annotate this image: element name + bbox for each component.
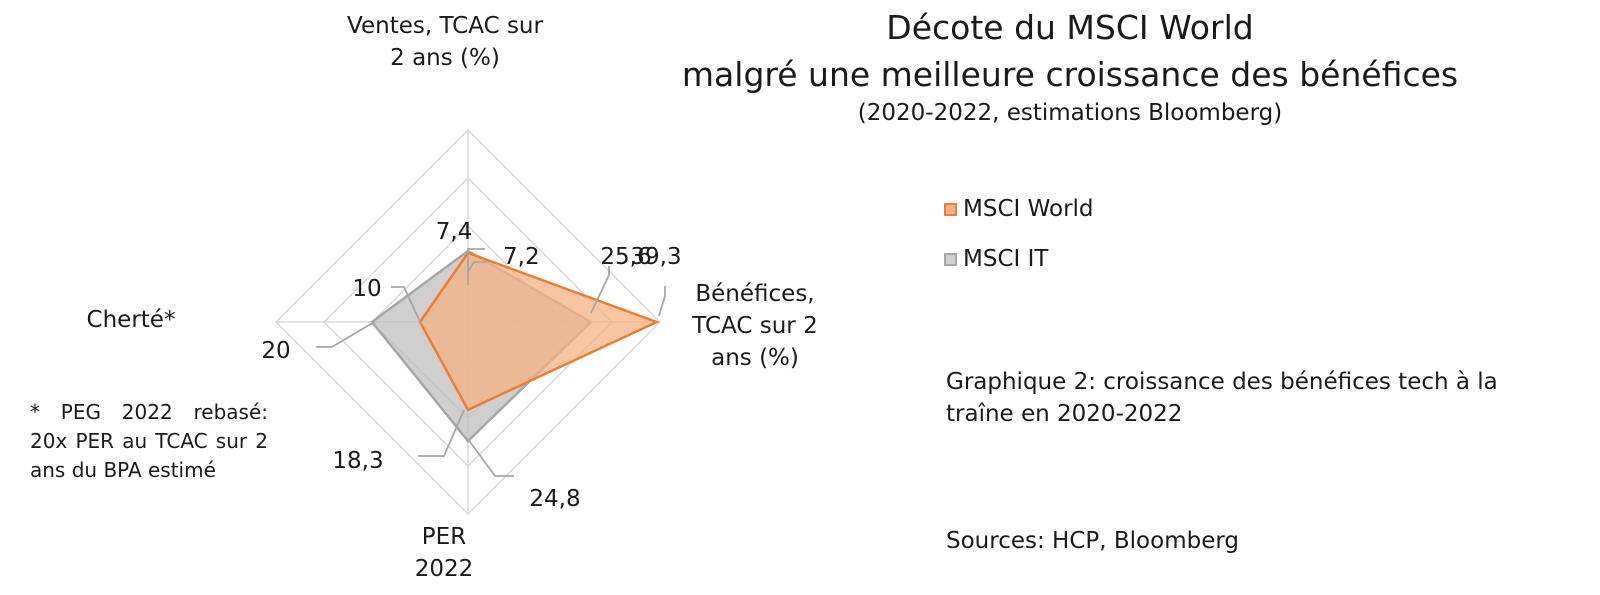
leader-lines: [316, 248, 666, 477]
legend-swatch-msci-it: [944, 252, 957, 266]
legend-label-msci-it: MSCI IT: [963, 246, 1049, 272]
chart-caption: Graphique 2: croissance des bénéfices te…: [946, 369, 1498, 427]
label-it-ventes-leader: [467, 248, 485, 285]
label-it-per-leader: [467, 438, 514, 477]
label-world-per-leader: [418, 409, 465, 457]
label-it-cherte: 20: [261, 338, 290, 364]
data-labels: 7,2 39,3 18,3 10 7,4 25,6 24,8 20: [261, 219, 681, 512]
label-it-cherte-leader: [316, 321, 375, 348]
chart-title-line1: Décote du MSCI World: [886, 8, 1254, 47]
axis-label-cherte: Cherté*: [87, 307, 176, 333]
radar-series: [370, 249, 660, 443]
chart-title-line2: malgré une meilleure croissance des béné…: [681, 55, 1459, 94]
axis-label-ventes: Ventes, TCAC sur 2 ans (%): [347, 13, 543, 71]
axis-labels: Ventes, TCAC sur 2 ans (%) Bénéfices, TCAC …: [87, 13, 818, 582]
label-world-benefices-leader: [658, 286, 666, 317]
label-world-per: 18,3: [332, 448, 383, 474]
label-it-benefices: 25,6: [600, 244, 651, 270]
chart-subtitle: (2020-2022, estimations Bloomberg): [857, 100, 1283, 126]
label-world-ventes: 7,2: [503, 244, 540, 270]
source-note: Sources: HCP, Bloomberg: [946, 528, 1240, 554]
radar-chart: Ventes, TCAC sur 2 ans (%) Bénéfices, TCAC …: [87, 13, 818, 582]
label-it-ventes: 7,4: [436, 219, 473, 245]
label-world-cherte-leader: [391, 286, 422, 325]
legend-item-msci-it: MSCI IT: [944, 246, 1048, 272]
series-msci-world: [418, 251, 660, 412]
axis-label-benefices: Bénéfices, TCAC sur 2 ans (%): [691, 281, 817, 371]
legend-swatch-msci-world: [944, 202, 957, 216]
label-it-per: 24,8: [529, 486, 580, 512]
legend-item-msci-world: MSCI World: [944, 196, 1094, 222]
legend-label-msci-world: MSCI World: [963, 196, 1094, 222]
label-world-benefices: 39,3: [630, 244, 681, 270]
label-world-cherte: 10: [352, 276, 381, 302]
label-world-ventes-leader: [467, 261, 487, 273]
footnote: * PEG 2022 rebasé: 20x PER au TCAC sur 2…: [30, 400, 268, 482]
label-it-benefices-leader: [590, 266, 610, 314]
axis-label-per: PER 2022: [415, 524, 474, 582]
